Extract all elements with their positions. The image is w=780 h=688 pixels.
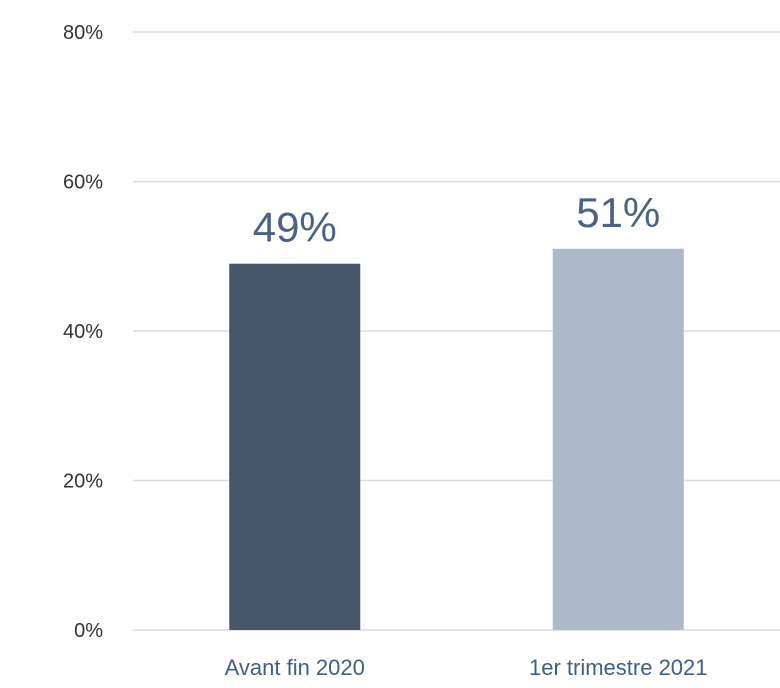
bar-value-label: 49% [253,204,337,251]
x-category-label: Avant fin 2020 [225,655,365,680]
y-tick-label: 60% [63,172,103,194]
x-axis-category-labels: Avant fin 2020 1er trimestre 2021 [225,655,708,680]
y-axis-tick-labels: 0% 20% 40% 60% 80% [63,22,103,642]
data-labels: 49% 51% [253,189,661,251]
y-tick-label: 0% [74,620,103,642]
bar-value-label: 51% [576,189,660,236]
bars [229,248,684,630]
x-category-label: 1er trimestre 2021 [529,655,708,680]
bar [552,248,684,630]
y-tick-label: 20% [63,471,103,493]
bar [229,263,361,630]
y-tick-label: 80% [63,22,103,44]
y-tick-label: 40% [63,321,103,343]
